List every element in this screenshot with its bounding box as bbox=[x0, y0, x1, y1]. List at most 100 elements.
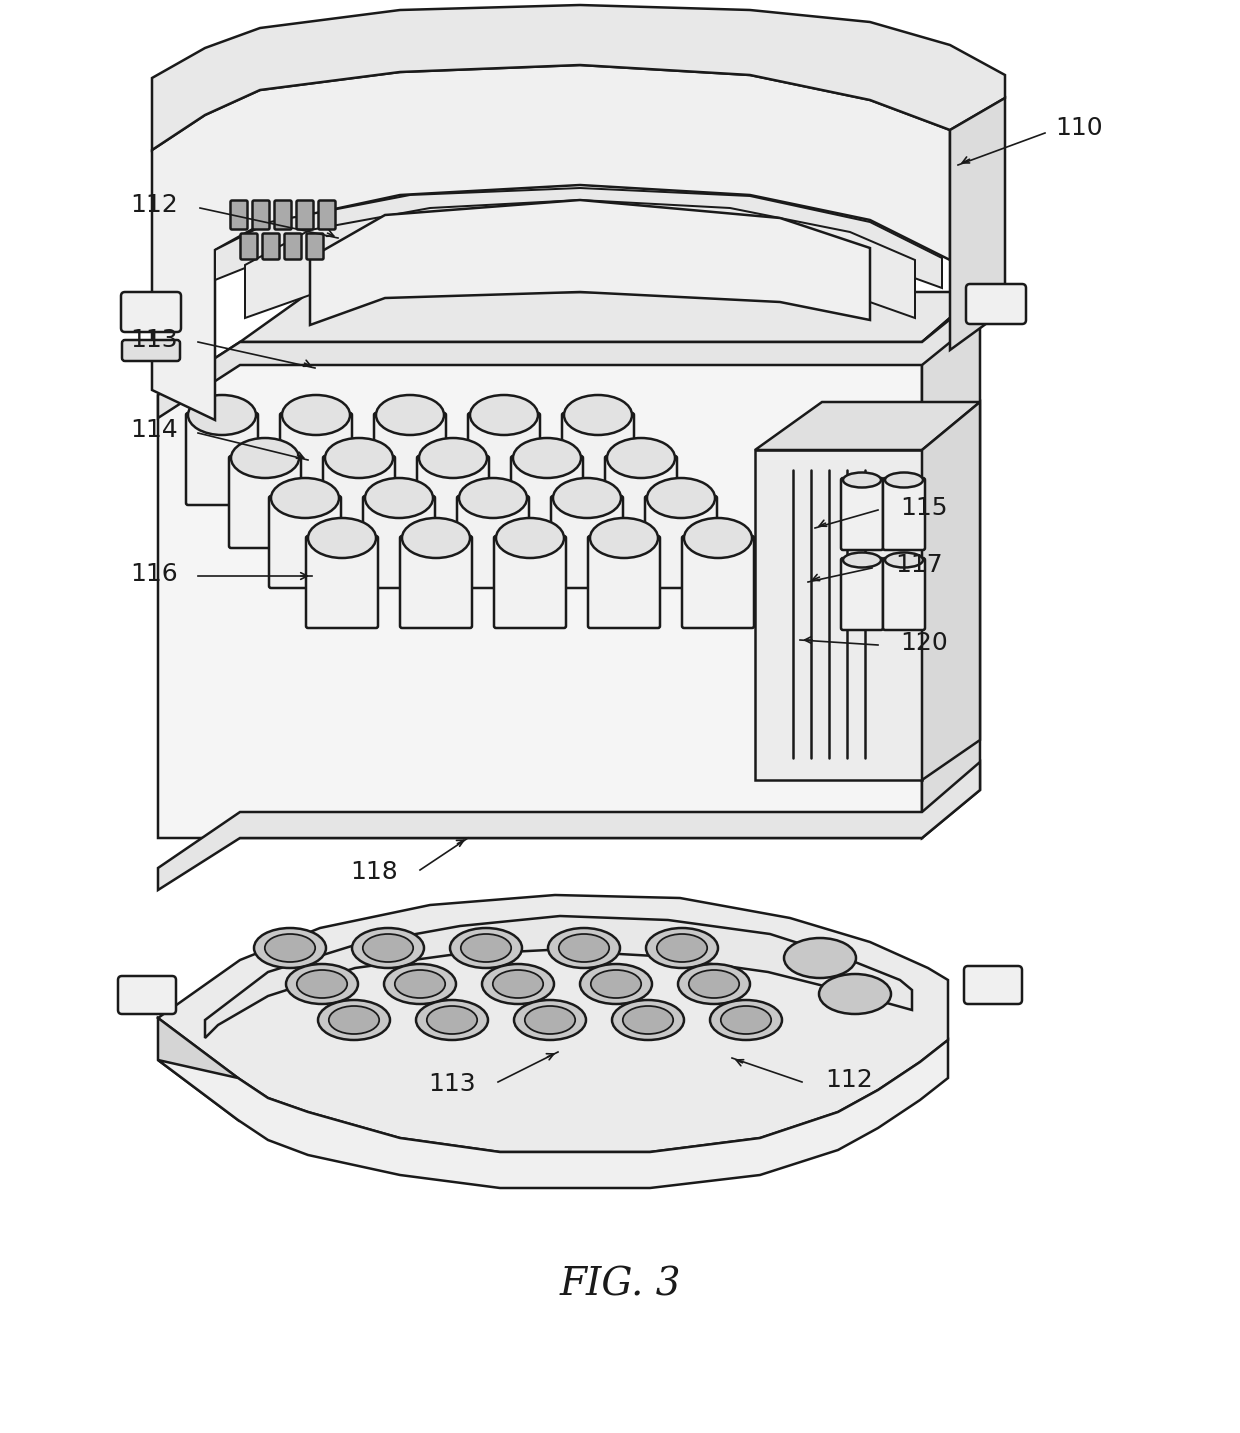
Ellipse shape bbox=[272, 479, 339, 517]
Ellipse shape bbox=[720, 1006, 771, 1035]
Ellipse shape bbox=[843, 473, 880, 487]
FancyBboxPatch shape bbox=[682, 536, 754, 628]
Text: 118: 118 bbox=[350, 860, 398, 884]
FancyBboxPatch shape bbox=[306, 234, 324, 259]
FancyBboxPatch shape bbox=[118, 976, 176, 1015]
FancyBboxPatch shape bbox=[966, 284, 1025, 324]
FancyBboxPatch shape bbox=[122, 340, 180, 361]
Polygon shape bbox=[157, 762, 980, 890]
Ellipse shape bbox=[613, 1000, 684, 1040]
Text: 115: 115 bbox=[900, 496, 947, 520]
FancyBboxPatch shape bbox=[363, 496, 435, 588]
Ellipse shape bbox=[415, 1000, 489, 1040]
Polygon shape bbox=[157, 1040, 949, 1188]
FancyBboxPatch shape bbox=[401, 536, 472, 628]
Ellipse shape bbox=[363, 934, 413, 962]
FancyBboxPatch shape bbox=[296, 201, 314, 229]
Polygon shape bbox=[157, 342, 923, 838]
FancyBboxPatch shape bbox=[274, 201, 291, 229]
FancyBboxPatch shape bbox=[241, 234, 258, 259]
FancyBboxPatch shape bbox=[562, 413, 634, 504]
Ellipse shape bbox=[548, 929, 620, 969]
Ellipse shape bbox=[553, 479, 621, 517]
Ellipse shape bbox=[365, 479, 433, 517]
FancyBboxPatch shape bbox=[511, 456, 583, 547]
Ellipse shape bbox=[231, 438, 299, 479]
Ellipse shape bbox=[513, 438, 582, 479]
Ellipse shape bbox=[590, 970, 641, 997]
Ellipse shape bbox=[711, 1000, 782, 1040]
Ellipse shape bbox=[843, 553, 880, 567]
Ellipse shape bbox=[496, 517, 564, 557]
Polygon shape bbox=[246, 201, 915, 318]
Ellipse shape bbox=[580, 964, 652, 1005]
Ellipse shape bbox=[296, 970, 347, 997]
Ellipse shape bbox=[281, 396, 350, 436]
Text: 116: 116 bbox=[130, 562, 179, 586]
Ellipse shape bbox=[265, 934, 315, 962]
Ellipse shape bbox=[784, 939, 856, 977]
FancyBboxPatch shape bbox=[963, 966, 1022, 1005]
Ellipse shape bbox=[688, 970, 739, 997]
Ellipse shape bbox=[646, 929, 718, 969]
Text: 120: 120 bbox=[900, 631, 947, 655]
Ellipse shape bbox=[622, 1006, 673, 1035]
Ellipse shape bbox=[559, 934, 609, 962]
FancyBboxPatch shape bbox=[494, 536, 565, 628]
Ellipse shape bbox=[470, 396, 538, 436]
Ellipse shape bbox=[394, 970, 445, 997]
FancyBboxPatch shape bbox=[467, 413, 539, 504]
FancyBboxPatch shape bbox=[417, 456, 489, 547]
Polygon shape bbox=[153, 64, 950, 420]
Text: 113: 113 bbox=[130, 328, 179, 353]
Ellipse shape bbox=[482, 964, 554, 1005]
Ellipse shape bbox=[188, 396, 255, 436]
Ellipse shape bbox=[419, 438, 487, 479]
Ellipse shape bbox=[684, 517, 751, 557]
Ellipse shape bbox=[492, 970, 543, 997]
FancyBboxPatch shape bbox=[229, 456, 301, 547]
FancyBboxPatch shape bbox=[605, 456, 677, 547]
Ellipse shape bbox=[329, 1006, 379, 1035]
FancyBboxPatch shape bbox=[319, 201, 336, 229]
Polygon shape bbox=[950, 97, 1004, 350]
Ellipse shape bbox=[376, 396, 444, 436]
Ellipse shape bbox=[308, 517, 376, 557]
Ellipse shape bbox=[885, 553, 923, 567]
Polygon shape bbox=[755, 403, 980, 450]
FancyBboxPatch shape bbox=[551, 496, 622, 588]
Ellipse shape bbox=[459, 479, 527, 517]
Text: 117: 117 bbox=[895, 553, 942, 577]
Ellipse shape bbox=[384, 964, 456, 1005]
Ellipse shape bbox=[590, 517, 658, 557]
FancyBboxPatch shape bbox=[374, 413, 446, 504]
Ellipse shape bbox=[254, 929, 326, 969]
Polygon shape bbox=[157, 896, 949, 1152]
Polygon shape bbox=[157, 295, 980, 418]
Ellipse shape bbox=[608, 438, 675, 479]
Ellipse shape bbox=[564, 396, 632, 436]
Ellipse shape bbox=[286, 964, 358, 1005]
Text: FIG. 3: FIG. 3 bbox=[559, 1267, 681, 1304]
Polygon shape bbox=[923, 292, 980, 838]
FancyBboxPatch shape bbox=[458, 496, 529, 588]
Ellipse shape bbox=[818, 974, 892, 1015]
FancyBboxPatch shape bbox=[280, 413, 352, 504]
Ellipse shape bbox=[317, 1000, 391, 1040]
Polygon shape bbox=[153, 4, 1004, 150]
FancyBboxPatch shape bbox=[841, 557, 883, 631]
FancyBboxPatch shape bbox=[269, 496, 341, 588]
Text: 112: 112 bbox=[130, 193, 179, 216]
Ellipse shape bbox=[657, 934, 707, 962]
Ellipse shape bbox=[461, 934, 511, 962]
Polygon shape bbox=[310, 201, 870, 325]
Polygon shape bbox=[923, 403, 980, 780]
Ellipse shape bbox=[325, 438, 393, 479]
Polygon shape bbox=[755, 450, 923, 780]
Polygon shape bbox=[215, 188, 942, 288]
FancyBboxPatch shape bbox=[322, 456, 396, 547]
Text: 112: 112 bbox=[825, 1068, 873, 1092]
FancyBboxPatch shape bbox=[231, 201, 248, 229]
FancyBboxPatch shape bbox=[841, 479, 883, 550]
FancyBboxPatch shape bbox=[588, 536, 660, 628]
